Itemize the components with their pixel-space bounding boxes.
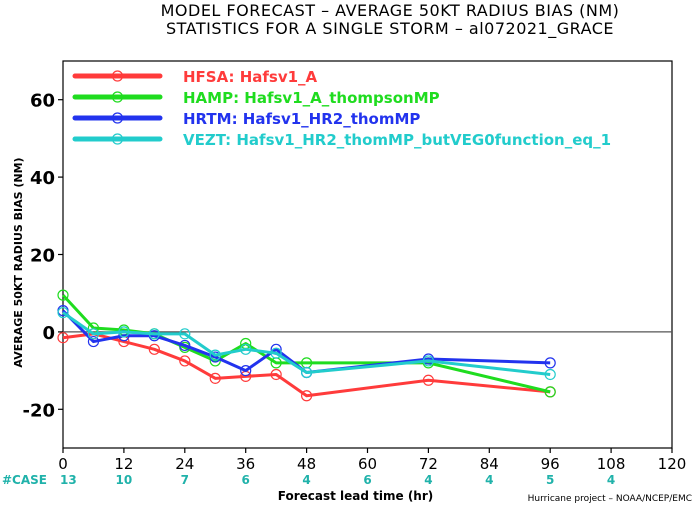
data-point: [240, 365, 252, 377]
case-count: 4: [607, 473, 615, 487]
series-line: [62, 311, 551, 376]
data-point: [270, 368, 282, 381]
data-point: [209, 372, 221, 384]
data-point: [148, 328, 160, 340]
y-tick-label: 60: [30, 91, 55, 112]
x-tick-label: 72: [419, 455, 438, 473]
data-point: [179, 339, 191, 352]
y-tick-label: 20: [30, 246, 55, 267]
data-point: [118, 326, 130, 338]
data-point: [57, 332, 69, 344]
y-tick-label: 0: [42, 323, 55, 344]
legend-entry-label: HAMP: Hafsv1_A_thompsonMP: [183, 89, 440, 107]
data-point: [301, 366, 313, 379]
data-point: [179, 328, 191, 340]
data-point: [422, 355, 434, 367]
legend-entry-label: HFSA: Hafsv1_A: [183, 68, 318, 86]
chart-title-line2: STATISTICS FOR A SINGLE STORM – al072021…: [165, 19, 615, 38]
legend-marker: [111, 112, 124, 124]
legend-marker: [111, 91, 124, 103]
data-point: [301, 390, 313, 402]
x-tick-label: 96: [541, 455, 560, 473]
case-count: 6: [242, 473, 250, 487]
case-count: 13: [60, 473, 77, 487]
case-count: 4: [424, 473, 432, 487]
legend-marker: [111, 133, 124, 145]
legend-marker: [111, 70, 124, 82]
y-tick-label: -20: [22, 400, 55, 421]
series-line: [62, 332, 551, 398]
data-point: [422, 374, 434, 386]
x-tick-label: 60: [358, 455, 377, 473]
x-tick-label: 120: [658, 455, 687, 473]
data-point: [544, 368, 556, 381]
data-point: [544, 357, 556, 369]
case-row-label: #CASE: [2, 473, 47, 487]
case-count: 5: [546, 473, 554, 487]
data-point: [209, 349, 221, 361]
data-point: [240, 343, 252, 355]
y-axis-label: AVERAGE 50KT RADIUS BIAS (NM): [12, 157, 25, 367]
data-point: [270, 347, 282, 359]
data-point: [148, 343, 160, 355]
credit-text: Hurricane project – NOAA/NCEP/EMC: [527, 494, 692, 504]
x-tick-label: 84: [480, 455, 499, 473]
data-point: [544, 386, 556, 398]
x-tick-label: 24: [175, 455, 194, 473]
data-point: [87, 335, 100, 348]
case-count: 7: [181, 473, 189, 487]
x-tick-label: 48: [297, 455, 316, 473]
case-count: 10: [116, 473, 133, 487]
x-tick-label: 12: [114, 455, 133, 473]
case-count: 4: [485, 473, 493, 487]
data-point: [57, 306, 69, 319]
legend-entry-label: HRTM: Hafsv1_HR2_thomMP: [183, 110, 420, 128]
case-count: 6: [363, 473, 371, 487]
x-tick-label: 0: [58, 455, 68, 473]
case-count: 4: [302, 473, 310, 487]
x-tick-label: 36: [236, 455, 255, 473]
chart-title-line1: MODEL FORECAST – AVERAGE 50KT RADIUS BIA…: [160, 1, 620, 20]
data-point: [57, 289, 69, 301]
series-line: [61, 294, 551, 394]
data-point: [179, 355, 191, 367]
legend-entry-label: VEZT: Hafsv1_HR2_thomMP_butVEG0function_…: [183, 131, 611, 149]
data-point: [87, 328, 100, 340]
x-axis-label: Forecast lead time (hr): [278, 489, 434, 503]
x-tick-label: 108: [597, 455, 626, 473]
y-tick-label: 40: [30, 168, 55, 189]
